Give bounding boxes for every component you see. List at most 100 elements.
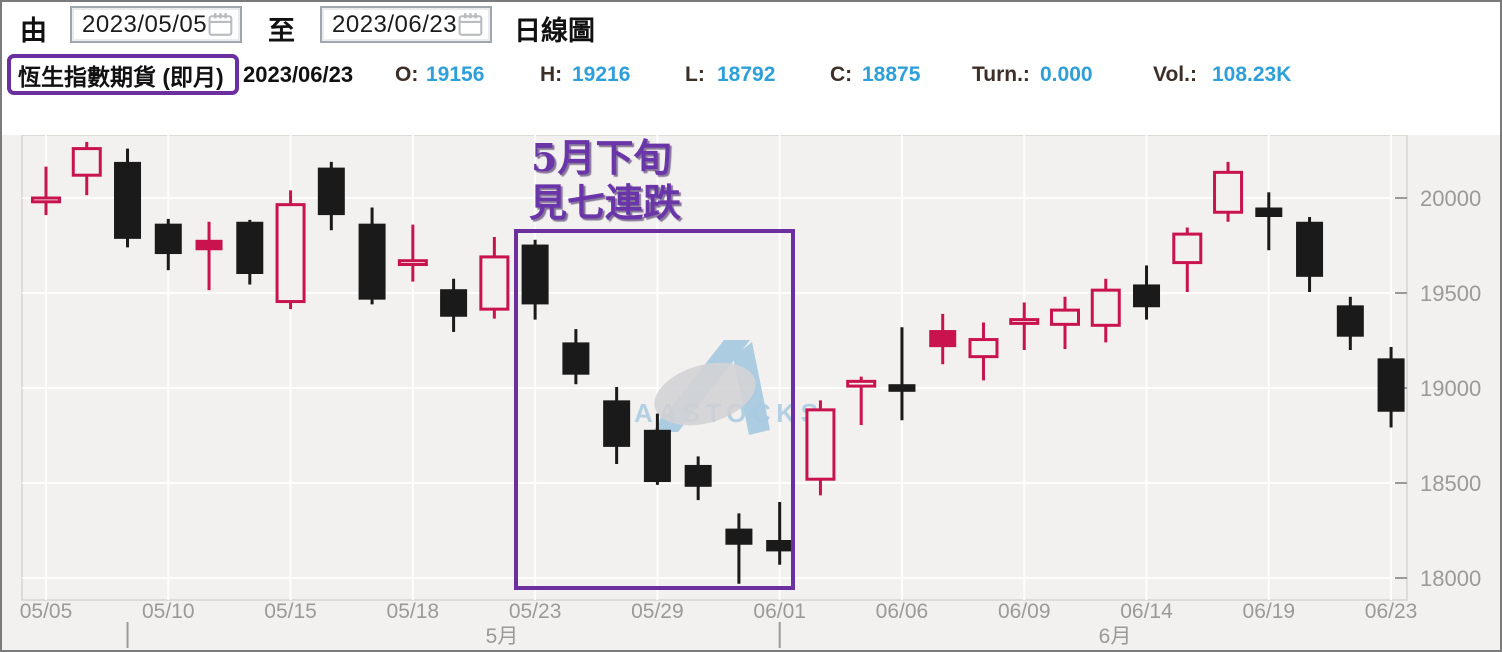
candle-body-bear — [1296, 221, 1324, 277]
y-axis-label: 19000 — [1420, 376, 1481, 401]
candle-05/24 — [562, 329, 590, 385]
candle-06/07 — [929, 313, 957, 365]
x-axis-label: 05/15 — [264, 600, 317, 623]
high-value: 19216 — [572, 63, 631, 86]
candle-05/10 — [154, 218, 182, 271]
candle-body-bull — [1172, 232, 1203, 265]
candle-body-bull — [275, 203, 306, 304]
x-axis-label: 05/05 — [20, 600, 73, 623]
candle-06/23 — [1377, 346, 1405, 428]
x-axis-label: 05/29 — [631, 600, 684, 623]
candle-body-bull — [846, 379, 877, 388]
highlight-box-seven-declines — [514, 229, 795, 590]
candle-body-bull — [479, 255, 510, 311]
to-date-input[interactable]: 2023/06/23 — [320, 6, 492, 43]
low-value: 18792 — [717, 63, 776, 86]
candle-05/05 — [31, 166, 61, 216]
candle-body-bear — [195, 239, 223, 251]
x-axis-label: 05/18 — [387, 600, 440, 623]
candle-body-bear — [114, 161, 142, 239]
candle-05/12 — [236, 219, 264, 285]
candle-06/19 — [1255, 192, 1283, 251]
instrument-highlight-box: 恆生指數期貨 (即月) — [7, 54, 239, 95]
candle-body-bear — [1336, 305, 1364, 337]
x-axis-label: 06/14 — [1120, 600, 1173, 623]
candle-05/16 — [317, 161, 345, 231]
x-axis-label: 05/10 — [142, 600, 195, 623]
quote-date: 2023/06/23 — [243, 62, 354, 87]
candle-05/30 — [684, 456, 712, 501]
calendar-icon[interactable] — [457, 11, 484, 38]
to-date-value: 2023/06/23 — [332, 10, 458, 38]
calendar-icon[interactable] — [207, 11, 234, 38]
to-label: 至 — [268, 16, 295, 46]
x-axis-label: 06/06 — [876, 600, 929, 623]
candle-05/23 — [521, 239, 549, 320]
candle-body-bear — [1377, 358, 1405, 412]
candle-05/09 — [114, 148, 142, 248]
candle-body-bull — [1050, 308, 1080, 326]
candle-05/25 — [603, 387, 631, 464]
chart-type-label: 日線圖 — [514, 16, 595, 46]
candle-body-bear — [725, 528, 753, 545]
month-label: 5月 — [486, 625, 519, 648]
annotation-line1: 5月下旬 — [531, 135, 672, 180]
candle-05/18 — [397, 224, 428, 282]
turnover-label: Turn.: — [972, 63, 1030, 86]
candle-body-bear — [643, 429, 671, 483]
candle-06/06 — [888, 327, 916, 421]
candle-05/17 — [358, 207, 386, 305]
volume-label: Vol.: — [1153, 63, 1197, 86]
x-axis-label: 05/23 — [509, 600, 562, 623]
x-axis-label: 06/19 — [1243, 600, 1296, 623]
close-value: 18875 — [862, 63, 921, 86]
candle-body-bear — [684, 464, 712, 487]
candle-06/15 — [1172, 227, 1203, 293]
open-value: 19156 — [426, 63, 485, 86]
watermark-logo-ellipse — [654, 362, 756, 426]
annotation-line2: 見七連跌 — [529, 180, 682, 225]
from-label: 由 — [20, 16, 47, 46]
month-label: 6月 — [1099, 625, 1132, 648]
y-axis-label: 19500 — [1420, 281, 1481, 306]
candle-06/12 — [1050, 296, 1080, 350]
volume-value: 108.23K — [1212, 63, 1292, 86]
candle-body-bear — [766, 540, 794, 552]
candle-06/08 — [968, 322, 999, 381]
candle-body-bear — [1255, 207, 1283, 217]
candle-body-bull — [397, 259, 428, 267]
x-axis-label: 06/01 — [753, 600, 806, 623]
candle-body-bear — [603, 400, 631, 447]
candle-body-bear — [929, 330, 957, 348]
candle-05/31 — [725, 513, 753, 584]
x-axis-label: 06/23 — [1365, 600, 1418, 623]
candle-05/15 — [275, 190, 306, 310]
from-date-input[interactable]: 2023/05/05 — [70, 6, 242, 43]
candle-05/22 — [479, 236, 510, 319]
candle-06/21 — [1336, 296, 1364, 350]
turnover-value: 0.000 — [1040, 63, 1093, 86]
candle-body-bull — [805, 408, 836, 481]
aastocks-watermark — [652, 340, 770, 435]
open-label: O: — [395, 63, 419, 86]
candle-06/20 — [1296, 217, 1324, 293]
candle-05/11 — [195, 221, 223, 291]
candle-06/01 — [766, 502, 794, 565]
candle-body-bear — [440, 289, 468, 317]
from-date-value: 2023/05/05 — [82, 10, 208, 38]
candle-body-bull — [71, 147, 102, 177]
candle-body-bear — [521, 244, 549, 305]
candle-06/09 — [1009, 302, 1040, 350]
candle-06/05 — [846, 376, 877, 426]
high-label: H: — [540, 63, 563, 86]
candle-body-bear — [154, 223, 182, 255]
x-axis-label: 06/09 — [998, 600, 1051, 623]
candle-06/13 — [1090, 278, 1121, 343]
candle-body-bear — [1133, 284, 1161, 308]
candle-body-bear — [358, 223, 386, 300]
y-axis-label: 18000 — [1420, 566, 1481, 591]
candle-06/02 — [805, 400, 836, 496]
candle-body-bull — [1090, 288, 1121, 327]
